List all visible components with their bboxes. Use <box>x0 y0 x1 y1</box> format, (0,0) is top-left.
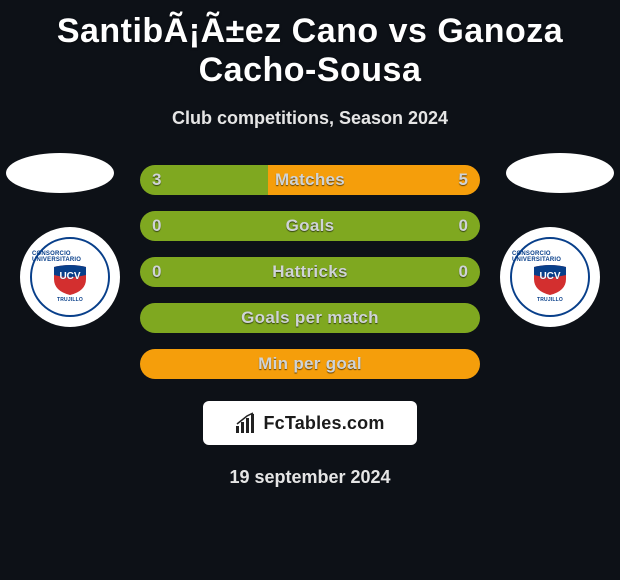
stat-bar: Goals per match <box>140 303 480 333</box>
comparison-section: CONSORCIO UNIVERSITARIO UCV TRUJILLO CON… <box>0 165 620 488</box>
stat-bars: Matches35Goals00Hattricks00Goals per mat… <box>140 165 480 379</box>
page-title: SantibÃ¡Ã±ez Cano vs Ganoza Cacho-Sousa <box>0 0 620 90</box>
stat-bar: Hattricks0 0 <box>140 257 480 287</box>
club-center-text: UCV <box>539 271 560 282</box>
club-sub-text: TRUJILLO <box>57 297 83 303</box>
club-sub-text: TRUJILLO <box>537 297 563 303</box>
stat-bar: Min per goal <box>140 349 480 379</box>
club-badge-right: CONSORCIO UNIVERSITARIO UCV TRUJILLO <box>500 227 600 327</box>
club-top-text: CONSORCIO UNIVERSITARIO <box>512 251 588 263</box>
bar-label: Hattricks <box>140 262 480 282</box>
bar-label: Min per goal <box>140 354 480 374</box>
bar-label: Goals per match <box>140 308 480 328</box>
date-label: 19 september 2024 <box>0 467 620 488</box>
subtitle: Club competitions, Season 2024 <box>0 108 620 129</box>
bar-value-right: 0 <box>459 216 468 236</box>
bar-value-left: 0 <box>152 262 161 282</box>
club-center-text: UCV <box>59 271 80 282</box>
club-badge-left: CONSORCIO UNIVERSITARIO UCV TRUJILLO <box>20 227 120 327</box>
bar-value-left: 0 <box>152 216 161 236</box>
stat-bar: Goals0 0 <box>140 211 480 241</box>
bar-value-left: 3 <box>152 170 161 190</box>
club-shield-icon: UCV <box>530 265 570 295</box>
player-avatar-left <box>6 153 114 193</box>
brand-text: FcTables.com <box>263 413 384 434</box>
player-avatar-right <box>506 153 614 193</box>
bar-label: Goals <box>140 216 480 236</box>
branding-box[interactable]: FcTables.com <box>203 401 417 445</box>
stat-bar: Matches3 5 <box>140 165 480 195</box>
bar-label: Matches <box>140 170 480 190</box>
bar-value-right: 0 <box>459 262 468 282</box>
club-top-text: CONSORCIO UNIVERSITARIO <box>32 251 108 263</box>
club-shield-icon: UCV <box>50 265 90 295</box>
bar-value-right: 5 <box>459 170 468 190</box>
brand-chart-icon <box>235 412 257 434</box>
